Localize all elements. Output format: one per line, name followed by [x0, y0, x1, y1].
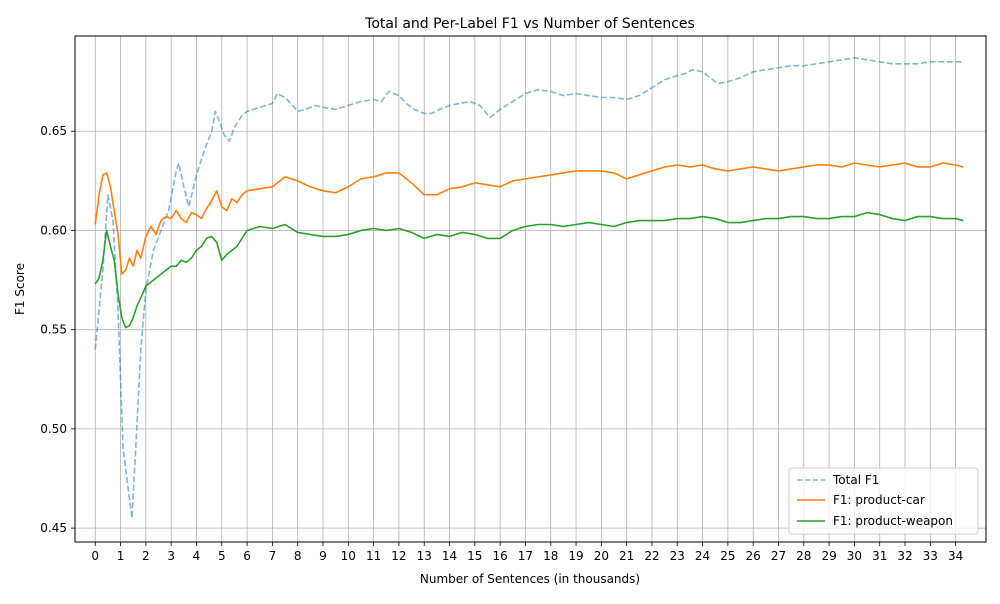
x-tick-label: 21 [619, 549, 634, 563]
legend: Total F1 F1: product-car F1: product-wea… [788, 467, 979, 535]
x-tick-label: 14 [442, 549, 457, 563]
plot-frame [74, 35, 987, 543]
y-axis-label: F1 Score [13, 263, 27, 315]
x-tick-label: 33 [923, 549, 938, 563]
x-tick-label: 6 [243, 549, 251, 563]
x-tick-label: 15 [467, 549, 482, 563]
x-tick-label: 18 [543, 549, 558, 563]
x-tick-label: 22 [644, 549, 659, 563]
x-tick-label: 30 [847, 549, 862, 563]
series-lines [94, 57, 964, 519]
x-tick-label: 7 [269, 549, 277, 563]
x-axis-label: Number of Sentences (in thousands) [420, 572, 640, 586]
x-tick-label: 34 [948, 549, 963, 563]
x-tick-label: 5 [218, 549, 226, 563]
x-axis-ticks: 0 1 2 3 4 5 6 7 8 9 10 11 12 13 14 15 16 17 18 19 20 21 22 23 24… [91, 542, 963, 563]
series-line-f1-product-weapon [94, 211, 964, 329]
y-axis-ticks: 0.45 0.50 0.55 0.60 0.65 [40, 124, 75, 535]
x-tick-label: 1 [117, 549, 125, 563]
x-tick-label: 12 [391, 549, 406, 563]
series-line-f1-product-car [94, 162, 964, 275]
x-tick-label: 10 [341, 549, 356, 563]
x-tick-label: 9 [319, 549, 327, 563]
y-tick-label: 0.50 [40, 422, 67, 436]
x-tick-label: 0 [91, 549, 99, 563]
x-tick-label: 3 [167, 549, 175, 563]
x-tick-label: 23 [670, 549, 685, 563]
x-tick-label: 25 [720, 549, 735, 563]
chart-title: Total and Per-Label F1 vs Number of Sent… [364, 16, 695, 32]
x-tick-label: 4 [193, 549, 201, 563]
x-tick-label: 8 [294, 549, 302, 563]
x-tick-label: 27 [771, 549, 786, 563]
series-line-total-f1 [94, 57, 964, 519]
legend-label-product-car: F1: product-car [833, 493, 925, 507]
x-tick-label: 19 [568, 549, 583, 563]
x-tick-label: 29 [821, 549, 836, 563]
x-tick-label: 32 [897, 549, 912, 563]
x-tick-label: 2 [142, 549, 150, 563]
x-tick-label: 17 [518, 549, 533, 563]
x-tick-label: 24 [695, 549, 710, 563]
x-tick-label: 20 [594, 549, 609, 563]
x-tick-label: 13 [417, 549, 432, 563]
y-tick-label: 0.60 [40, 223, 67, 237]
y-tick-label: 0.55 [40, 323, 67, 337]
x-tick-label: 26 [746, 549, 761, 563]
legend-label-product-weapon: F1: product-weapon [833, 514, 953, 528]
legend-box [788, 467, 979, 535]
x-tick-label: 28 [796, 549, 811, 563]
y-tick-label: 0.65 [40, 124, 67, 138]
y-tick-label: 0.45 [40, 521, 67, 535]
x-tick-label: 31 [872, 549, 887, 563]
x-tick-label: 16 [492, 549, 507, 563]
legend-label-total-f1: Total F1 [832, 473, 879, 487]
x-tick-label: 11 [366, 549, 381, 563]
